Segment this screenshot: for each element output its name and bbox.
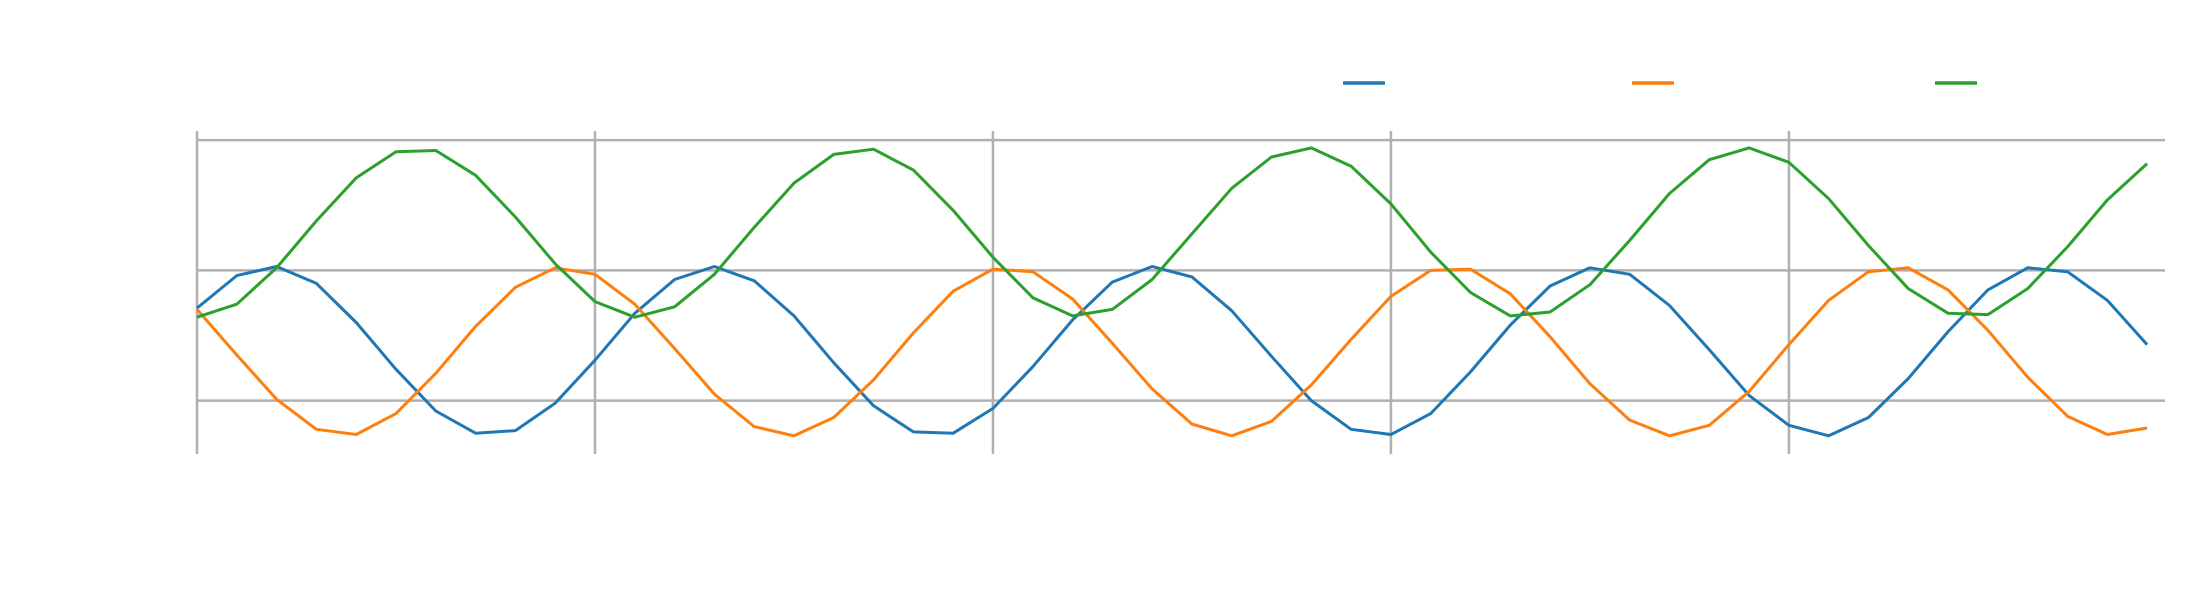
series-lines <box>195 146 2149 438</box>
grid <box>195 131 2165 454</box>
series-line-1 <box>196 265 2149 438</box>
series-line-3 <box>196 146 2149 319</box>
series-line-2 <box>195 266 2148 438</box>
